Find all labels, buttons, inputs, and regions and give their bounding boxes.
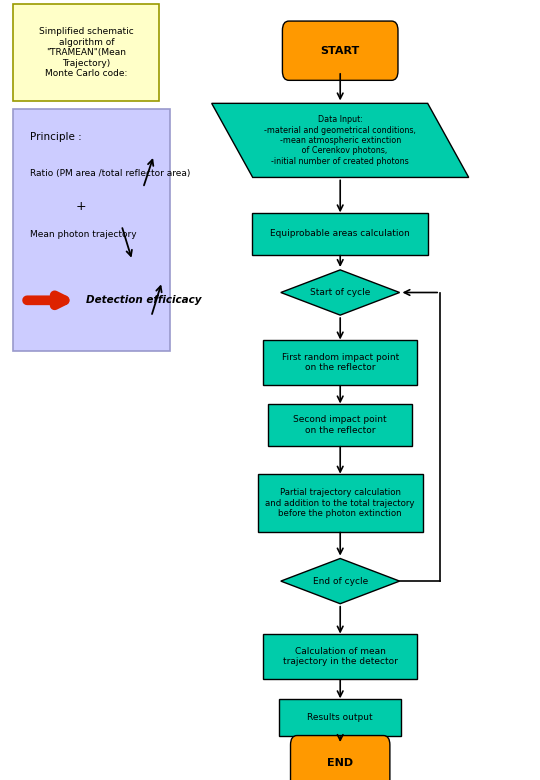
FancyBboxPatch shape [279, 699, 401, 736]
FancyBboxPatch shape [263, 340, 417, 385]
FancyBboxPatch shape [268, 404, 412, 446]
FancyBboxPatch shape [14, 4, 159, 101]
Text: Calculation of mean
trajectory in the detector: Calculation of mean trajectory in the de… [283, 647, 397, 666]
Polygon shape [281, 270, 400, 315]
Text: Ratio (PM area /total reflector area): Ratio (PM area /total reflector area) [30, 169, 190, 179]
Text: Mean photon trajectory: Mean photon trajectory [30, 230, 136, 239]
Text: First random impact point
on the reflector: First random impact point on the reflect… [281, 353, 399, 372]
Text: Start of cycle: Start of cycle [310, 288, 370, 297]
FancyBboxPatch shape [291, 736, 390, 780]
Text: End of cycle: End of cycle [313, 576, 368, 586]
Text: END: END [327, 758, 353, 768]
Text: Simplified schematic
algorithm of
"TRAMEAN"(Mean
Trajectory)
Monte Carlo code:: Simplified schematic algorithm of "TRAME… [39, 27, 134, 78]
Text: +: + [76, 200, 86, 213]
Text: Partial trajectory calculation
and addition to the total trajectory
before the p: Partial trajectory calculation and addit… [266, 488, 415, 518]
FancyBboxPatch shape [258, 474, 423, 532]
Text: Second impact point
on the reflector: Second impact point on the reflector [293, 416, 387, 434]
Text: Detection efficicacy: Detection efficicacy [86, 296, 202, 305]
Text: Data Input:
-material and geometrical conditions,
-mean atmospheric extinction
 : Data Input: -material and geometrical co… [264, 115, 416, 165]
Text: Results output: Results output [307, 713, 373, 722]
Text: START: START [321, 46, 360, 55]
Text: Equiprobable areas calculation: Equiprobable areas calculation [271, 229, 410, 239]
FancyBboxPatch shape [14, 109, 170, 351]
FancyBboxPatch shape [263, 634, 417, 679]
Text: Principle :: Principle : [30, 132, 82, 141]
Polygon shape [281, 558, 400, 604]
Polygon shape [212, 104, 469, 178]
FancyBboxPatch shape [252, 213, 428, 255]
FancyBboxPatch shape [282, 21, 398, 80]
